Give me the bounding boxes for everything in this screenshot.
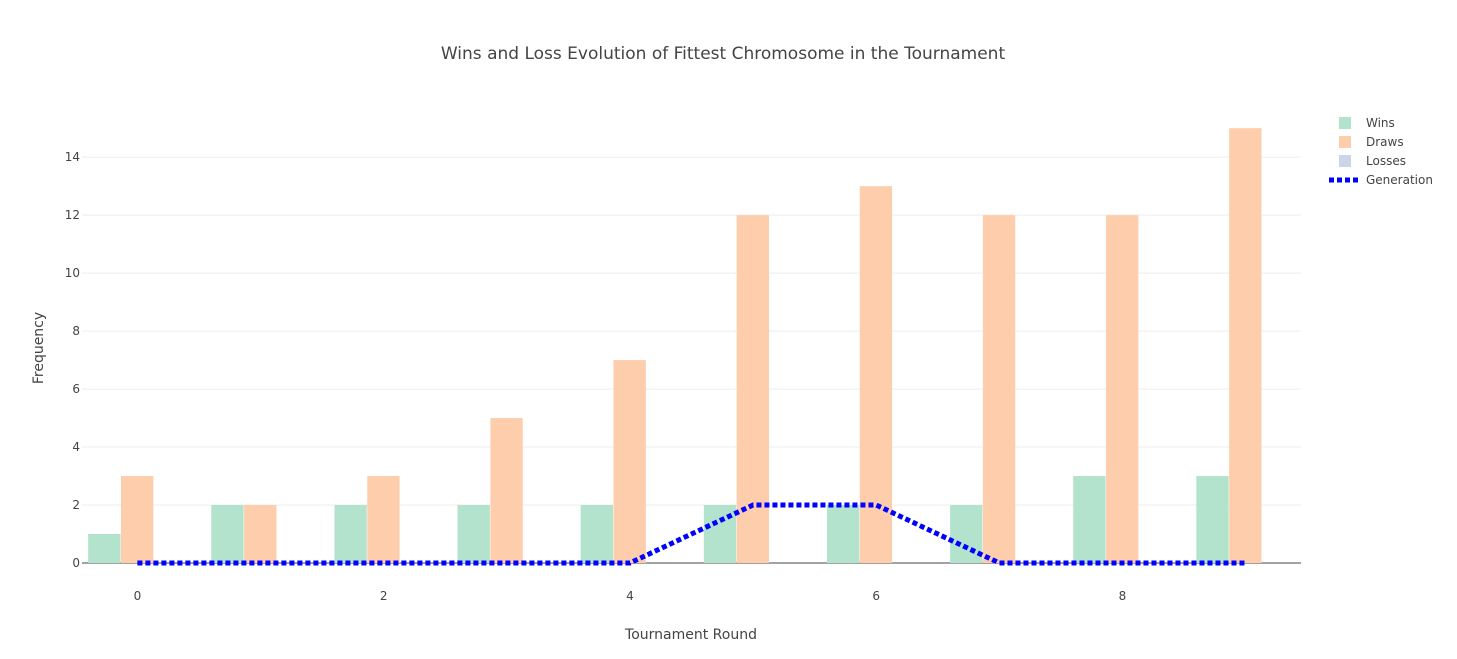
- legend-swatch: [1339, 117, 1351, 129]
- bar-wins-6[interactable]: [826, 505, 860, 563]
- bar-wins-0[interactable]: [88, 534, 121, 563]
- legend-label: Generation: [1366, 173, 1433, 187]
- x-tick-label: 0: [134, 589, 142, 603]
- legend-label: Losses: [1366, 154, 1406, 168]
- y-tick-label: 0: [72, 556, 80, 570]
- y-axis-title: Frequency: [31, 312, 47, 384]
- bar-draws-3[interactable]: [490, 418, 523, 563]
- bar-draws-7[interactable]: [982, 215, 1016, 563]
- bars: [88, 128, 1262, 563]
- bar-wins-5[interactable]: [703, 505, 737, 563]
- y-tick-label: 4: [72, 440, 80, 454]
- bar-draws-6[interactable]: [859, 186, 893, 563]
- bar-wins-4[interactable]: [580, 505, 614, 563]
- x-tick-label: 6: [872, 589, 880, 603]
- line-generation[interactable]: [137, 502, 1246, 566]
- bar-wins-1[interactable]: [211, 505, 244, 563]
- bar-wins-3[interactable]: [457, 505, 490, 563]
- y-tick-labels: 0 2 4 6 8 10 12 14: [65, 150, 80, 570]
- grid-lines: [82, 156, 1301, 564]
- line-series: [137, 502, 1246, 566]
- bar-draws-4[interactable]: [613, 360, 646, 563]
- legend-swatch: [1339, 155, 1351, 167]
- bar-draws-9[interactable]: [1229, 128, 1262, 563]
- y-tick-label: 8: [72, 324, 80, 338]
- legend-label: Draws: [1366, 135, 1404, 149]
- legend[interactable]: Wins Draws Losses Generation: [1329, 116, 1433, 187]
- legend-item-generation[interactable]: Generation: [1329, 173, 1433, 187]
- y-tick-label: 2: [72, 498, 80, 512]
- legend-item-draws[interactable]: Draws: [1339, 135, 1404, 149]
- x-tick-label: 2: [380, 589, 388, 603]
- bar-wins-9[interactable]: [1196, 476, 1229, 563]
- bar-draws-5[interactable]: [736, 215, 769, 563]
- legend-item-losses[interactable]: Losses: [1339, 154, 1406, 168]
- chart-title: Wins and Loss Evolution of Fittest Chrom…: [441, 44, 1006, 64]
- y-tick-label: 14: [65, 150, 80, 164]
- y-tick-label: 10: [65, 266, 80, 280]
- x-axis-title: Tournament Round: [624, 627, 757, 643]
- legend-swatch: [1339, 136, 1351, 148]
- x-tick-label: 4: [626, 589, 634, 603]
- legend-item-wins[interactable]: Wins: [1339, 116, 1395, 130]
- bar-wins-8[interactable]: [1073, 476, 1106, 563]
- bar-draws-1[interactable]: [244, 505, 277, 563]
- y-tick-label: 6: [72, 382, 80, 396]
- bar-draws-8[interactable]: [1106, 215, 1139, 563]
- bar-draws-2[interactable]: [367, 476, 400, 563]
- x-tick-label: 8: [1119, 589, 1127, 603]
- y-tick-label: 12: [65, 208, 80, 222]
- bar-draws-0[interactable]: [120, 476, 154, 563]
- bar-wins-2[interactable]: [334, 505, 367, 563]
- bar-wins-7[interactable]: [950, 505, 983, 563]
- legend-label: Wins: [1366, 116, 1395, 130]
- x-tick-labels: 0 2 4 6 8: [134, 589, 1127, 603]
